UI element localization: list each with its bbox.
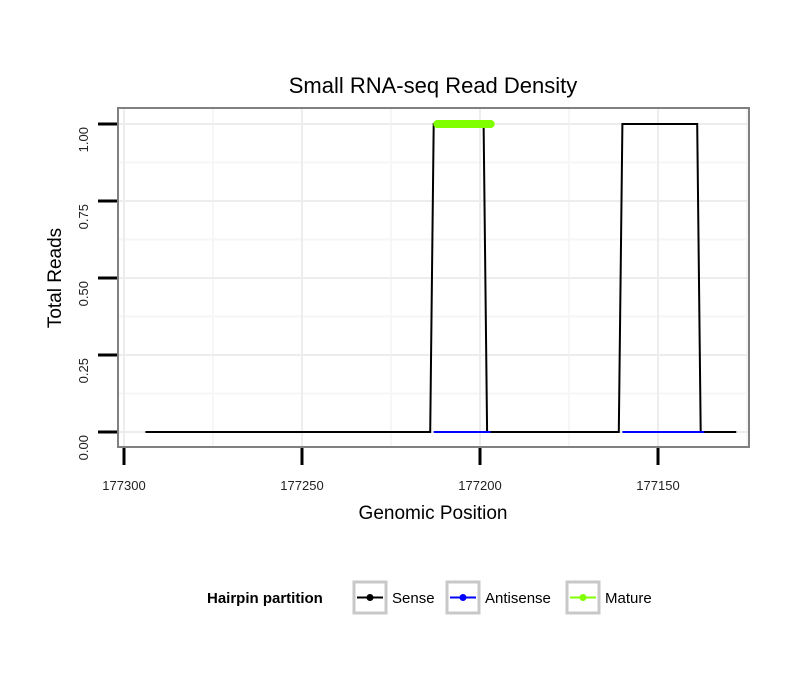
x-tick-label: 177300 [102, 478, 145, 493]
x-tick-label: 177200 [458, 478, 501, 493]
y-tick-label: 0.50 [76, 281, 91, 306]
legend-label: Antisense [485, 590, 551, 607]
y-tick-label: 0.75 [76, 204, 91, 229]
legend-entry-antisense: Antisense [445, 580, 551, 615]
legend-label: Mature [605, 590, 652, 607]
y-axis: 0.00 0.25 0.50 0.75 1.00 [76, 122, 117, 460]
y-tick-label: 0.25 [76, 358, 91, 383]
panel-border [117, 107, 750, 448]
y-tick-label: 0.00 [76, 435, 91, 460]
x-tick-label: 177150 [636, 478, 679, 493]
chart-title: Small RNA-seq Read Density [289, 73, 578, 98]
y-axis-label: Total Reads [45, 228, 66, 328]
plot-panel [117, 107, 750, 448]
legend-label: Sense [392, 590, 435, 607]
legend: Hairpin partition Sense Antisense Mature [207, 580, 652, 615]
legend-entry-sense: Sense [352, 580, 435, 615]
legend-title: Hairpin partition [207, 590, 323, 607]
series-layer [145, 120, 737, 433]
legend-items: Sense Antisense Mature [352, 580, 652, 615]
x-axis: 177300 177250 177200 177150 [102, 448, 680, 493]
grid-lines [118, 108, 749, 447]
x-axis-label: Genomic Position [359, 503, 508, 524]
series-line-sense [145, 123, 737, 433]
legend-key-point [459, 594, 467, 601]
legend-key-point [579, 594, 587, 601]
legend-key-point [366, 594, 374, 601]
legend-entry-mature: Mature [565, 580, 652, 615]
x-tick-label: 177250 [280, 478, 323, 493]
y-tick-label: 1.00 [76, 127, 91, 152]
